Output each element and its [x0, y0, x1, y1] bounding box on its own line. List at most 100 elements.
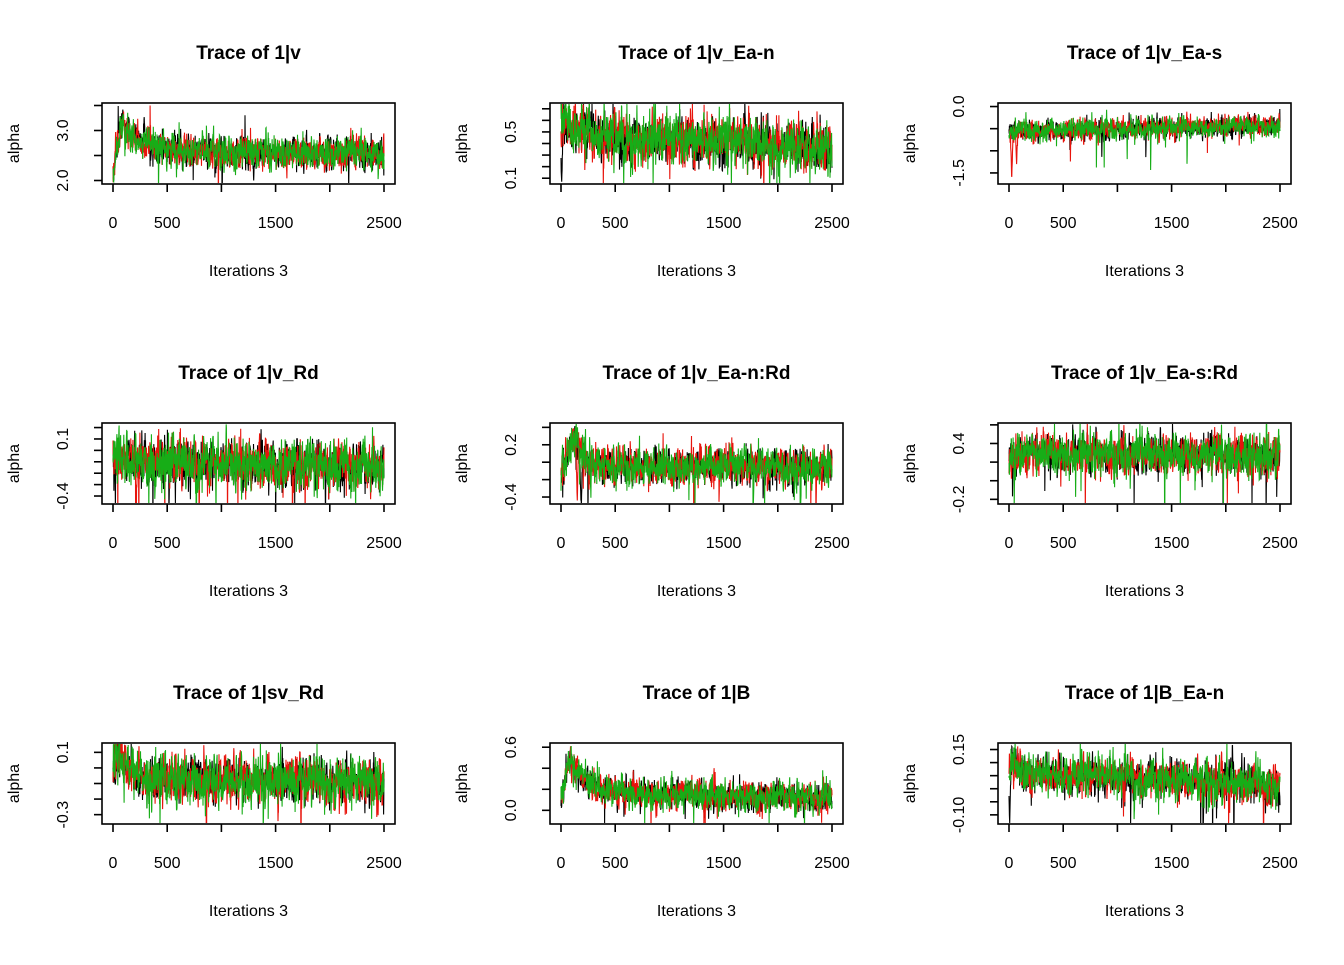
x-axis-label: Iterations 3 [1105, 263, 1184, 280]
x-axis-label: Iterations 3 [657, 903, 736, 920]
plot-box [101, 422, 396, 505]
x-tick-label: 2500 [814, 215, 850, 232]
trace-lines [560, 104, 833, 183]
plot-title: Trace of 1|v_Ea-s [1067, 43, 1222, 64]
plot-box [101, 742, 396, 825]
trace-line-chain-3 [1008, 744, 1281, 820]
x-tick-label: 0 [109, 535, 118, 552]
x-tick-label: 1500 [706, 535, 742, 552]
y-axis-label: alpha [902, 124, 919, 163]
y-axis-label: alpha [902, 764, 919, 803]
plot-title: Trace of 1|v [196, 43, 301, 64]
x-tick-label: 2500 [1262, 855, 1298, 872]
y-axis-label: alpha [6, 764, 23, 803]
trace-plot-cell: Trace of 1|sv_Rd alpha 0.1 -0.3 0 500 1500 2500… [0, 640, 448, 960]
axes [990, 748, 1281, 832]
y-axis-label: alpha [902, 444, 919, 483]
x-tick-label: 0 [557, 535, 566, 552]
trace-plot-svg: Trace of 1|B alpha 0.6 0.0 0 500 1500 2500 Itera… [454, 683, 850, 920]
x-axis-label: Iterations 3 [209, 263, 288, 280]
trace-lines [112, 744, 385, 823]
plot-box [997, 422, 1292, 505]
y-axis-label: alpha [454, 764, 471, 803]
y-tick-label: 0.2 [503, 434, 520, 456]
axes [94, 104, 385, 192]
y-tick-label: -0.4 [55, 482, 72, 510]
trace-lines [1008, 424, 1281, 503]
trace-plot-cell: Trace of 1|B alpha 0.6 0.0 0 500 1500 2500 Itera… [448, 640, 896, 960]
y-tick-label: -1.5 [951, 159, 968, 187]
x-tick-label: 0 [109, 215, 118, 232]
y-tick-label: 0.15 [951, 734, 968, 765]
axes [542, 746, 833, 832]
y-tick-label: 0.0 [951, 95, 968, 117]
trace-plot-svg: Trace of 1|v alpha 2.0 3.0 0 500 1500 2500 Itera… [6, 43, 402, 280]
y-tick-label: 2.0 [55, 169, 72, 191]
y-tick-label: 3.0 [55, 119, 72, 141]
x-axis-label: Iterations 3 [209, 583, 288, 600]
trace-line-chain-3 [112, 744, 385, 823]
trace-plot-cell: Trace of 1|v_Ea-n:Rd alpha 0.2 -0.4 0 500 1500… [448, 320, 896, 640]
y-axis-label: alpha [6, 124, 23, 163]
plot-title: Trace of 1|v_Ea-n:Rd [603, 363, 791, 384]
x-tick-label: 1500 [1154, 855, 1190, 872]
plot-title: Trace of 1|v_Ea-s:Rd [1051, 363, 1238, 384]
x-tick-label: 0 [557, 215, 566, 232]
axes [542, 107, 833, 192]
plot-box [549, 102, 844, 185]
x-tick-label: 500 [1050, 535, 1077, 552]
x-tick-label: 0 [1005, 535, 1014, 552]
x-tick-label: 500 [154, 535, 181, 552]
x-tick-label: 2500 [366, 855, 402, 872]
trace-line-chain-3 [1008, 109, 1281, 171]
y-axis-label: alpha [454, 444, 471, 483]
x-tick-label: 2500 [1262, 535, 1298, 552]
x-tick-label: 2500 [814, 855, 850, 872]
trace-lines [112, 105, 385, 183]
y-tick-label: 0.1 [55, 428, 72, 450]
x-tick-label: 0 [1005, 855, 1014, 872]
x-tick-label: 1500 [258, 215, 294, 232]
trace-line-chain-2 [560, 426, 833, 503]
x-tick-label: 500 [602, 855, 629, 872]
plot-box [997, 102, 1292, 185]
trace-lines [1008, 108, 1281, 177]
x-tick-label: 0 [1005, 215, 1014, 232]
axes [542, 426, 833, 512]
x-axis-label: Iterations 3 [657, 263, 736, 280]
axes [990, 105, 1281, 192]
x-tick-label: 500 [602, 215, 629, 232]
y-axis-label: alpha [6, 444, 23, 483]
x-tick-label: 1500 [706, 855, 742, 872]
x-axis-label: Iterations 3 [1105, 903, 1184, 920]
y-tick-label: 0.4 [951, 432, 968, 454]
trace-line-chain-3 [1008, 424, 1281, 503]
plot-title: Trace of 1|v_Rd [178, 363, 319, 384]
y-tick-label: 0.6 [503, 736, 520, 758]
plot-title: Trace of 1|B [643, 683, 751, 704]
x-axis-label: Iterations 3 [1105, 583, 1184, 600]
trace-lines [560, 424, 833, 503]
x-tick-label: 1500 [258, 535, 294, 552]
trace-line-chain-3 [560, 104, 833, 183]
y-tick-label: -0.10 [951, 797, 968, 834]
x-tick-label: 2500 [366, 535, 402, 552]
y-tick-label: -0.3 [55, 801, 72, 829]
trace-plot-cell: Trace of 1|v_Ea-s:Rd alpha 0.4 -0.2 0 500 1500… [896, 320, 1344, 640]
y-tick-label: -0.4 [503, 483, 520, 511]
trace-lines [112, 424, 385, 503]
x-tick-label: 0 [109, 855, 118, 872]
y-tick-label: 0.1 [55, 741, 72, 763]
y-tick-label: 0.5 [503, 121, 520, 143]
x-axis-label: Iterations 3 [657, 583, 736, 600]
x-axis-label: Iterations 3 [209, 903, 288, 920]
